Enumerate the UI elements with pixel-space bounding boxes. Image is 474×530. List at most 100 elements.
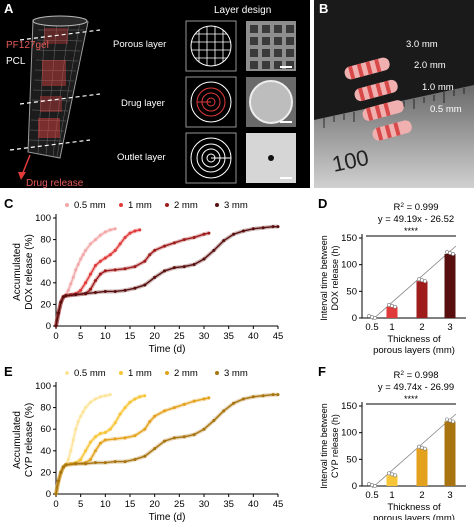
legend-marker bbox=[165, 371, 169, 375]
data-point bbox=[103, 461, 107, 465]
tube-illustration bbox=[9, 15, 101, 180]
bar-point bbox=[451, 252, 455, 256]
y-axis-label-line2: CYP release (%) bbox=[24, 403, 35, 477]
data-point bbox=[202, 232, 206, 236]
data-point bbox=[113, 421, 117, 425]
data-point bbox=[79, 257, 83, 261]
data-point bbox=[143, 283, 147, 287]
data-point bbox=[182, 238, 186, 242]
data-point bbox=[241, 229, 245, 233]
data-point bbox=[128, 231, 132, 235]
outlet-schematic bbox=[185, 132, 237, 184]
x-axis-label-line1: Thickness of bbox=[387, 502, 441, 513]
data-point bbox=[59, 300, 63, 304]
chart-e: 0 5 10 15 20 25 30 35 40 45 0 20 40 60 80 100 Time (d) Ac… bbox=[12, 368, 283, 523]
data-point bbox=[61, 465, 65, 469]
data-point bbox=[241, 397, 245, 401]
y-tick-label: 60 bbox=[40, 424, 51, 435]
data-point bbox=[103, 438, 107, 442]
fit-line bbox=[371, 413, 457, 489]
data-point bbox=[222, 409, 226, 413]
data-point bbox=[163, 439, 167, 443]
data-point bbox=[222, 239, 226, 243]
data-point bbox=[133, 265, 137, 269]
data-point bbox=[103, 430, 107, 434]
x-tick-label: 2 bbox=[419, 490, 424, 501]
y-tick-label: 40 bbox=[40, 278, 51, 289]
y-tick-label: 100 bbox=[35, 381, 51, 392]
legend-label: 0.5 mm bbox=[74, 368, 106, 379]
data-point bbox=[79, 414, 83, 418]
data-point bbox=[182, 265, 186, 269]
data-point bbox=[172, 241, 176, 245]
data-point bbox=[71, 275, 75, 279]
data-point bbox=[79, 457, 83, 461]
data-point bbox=[163, 269, 167, 273]
data-point bbox=[182, 435, 186, 439]
data-point bbox=[98, 441, 102, 445]
x-tick-label: 35 bbox=[223, 331, 234, 342]
data-point bbox=[148, 420, 152, 424]
data-point bbox=[202, 257, 206, 261]
panel-a-svg: PF127gel PCL Drug release Porous layer D… bbox=[6, 5, 296, 189]
data-point bbox=[123, 288, 127, 292]
data-point bbox=[76, 262, 80, 266]
y-axis-label-line1: Interval time between bbox=[319, 403, 329, 489]
data-point bbox=[84, 449, 88, 453]
data-point bbox=[98, 395, 102, 399]
data-point bbox=[148, 253, 152, 257]
x-tick-label: 25 bbox=[174, 331, 185, 342]
tube-2mm bbox=[354, 79, 398, 102]
data-point bbox=[202, 427, 206, 431]
x-tick-label: 15 bbox=[125, 331, 136, 342]
data-point bbox=[89, 457, 93, 461]
legend-marker bbox=[215, 203, 219, 207]
data-point bbox=[128, 400, 132, 404]
data-point bbox=[276, 393, 280, 397]
y-tick-label: 0 bbox=[352, 313, 357, 324]
data-point bbox=[261, 226, 265, 230]
x-tick-label: 10 bbox=[100, 331, 111, 342]
drug-release-label: Drug release bbox=[26, 178, 84, 188]
x-tick-label: 0 bbox=[53, 499, 58, 510]
data-point bbox=[202, 397, 206, 401]
data-point bbox=[84, 248, 88, 252]
x-tick-label: 1 bbox=[389, 322, 394, 333]
equation-text: y = 49.19x - 26.52 bbox=[378, 214, 454, 225]
series-band bbox=[54, 395, 210, 495]
legend-marker bbox=[65, 371, 69, 375]
data-point bbox=[56, 479, 60, 483]
data-point bbox=[93, 461, 97, 465]
y-axis-label-line2: DOX release (h) bbox=[330, 245, 340, 310]
pf127-label: PF127gel bbox=[6, 40, 49, 51]
data-point bbox=[84, 281, 88, 285]
significance-stars: **** bbox=[404, 226, 419, 236]
x-tick-label: 0 bbox=[53, 331, 58, 342]
data-point bbox=[74, 462, 78, 466]
data-point bbox=[133, 434, 137, 438]
layer-label-porous: Porous layer bbox=[113, 39, 166, 50]
data-point bbox=[153, 248, 157, 252]
data-point bbox=[153, 275, 157, 279]
panel-letter-d: D bbox=[318, 196, 328, 211]
layer-label-outlet: Outlet layer bbox=[117, 152, 166, 163]
bar bbox=[386, 475, 398, 486]
data-point bbox=[113, 268, 117, 272]
data-point bbox=[84, 462, 88, 466]
data-point bbox=[56, 311, 60, 315]
layer-design-title: Layer design bbox=[214, 5, 271, 16]
data-point bbox=[143, 427, 147, 431]
y-tick-label: 100 bbox=[35, 213, 51, 224]
series-line bbox=[55, 397, 210, 495]
data-point bbox=[93, 291, 97, 295]
data-point bbox=[84, 292, 88, 296]
data-point bbox=[98, 233, 102, 237]
data-point bbox=[103, 269, 107, 273]
bar bbox=[386, 306, 398, 318]
legend-label: 0.5 mm bbox=[74, 200, 106, 211]
x-axis-label-line2: porous layers (mm) bbox=[373, 513, 455, 520]
data-point bbox=[232, 232, 236, 236]
bar-point bbox=[393, 304, 397, 309]
